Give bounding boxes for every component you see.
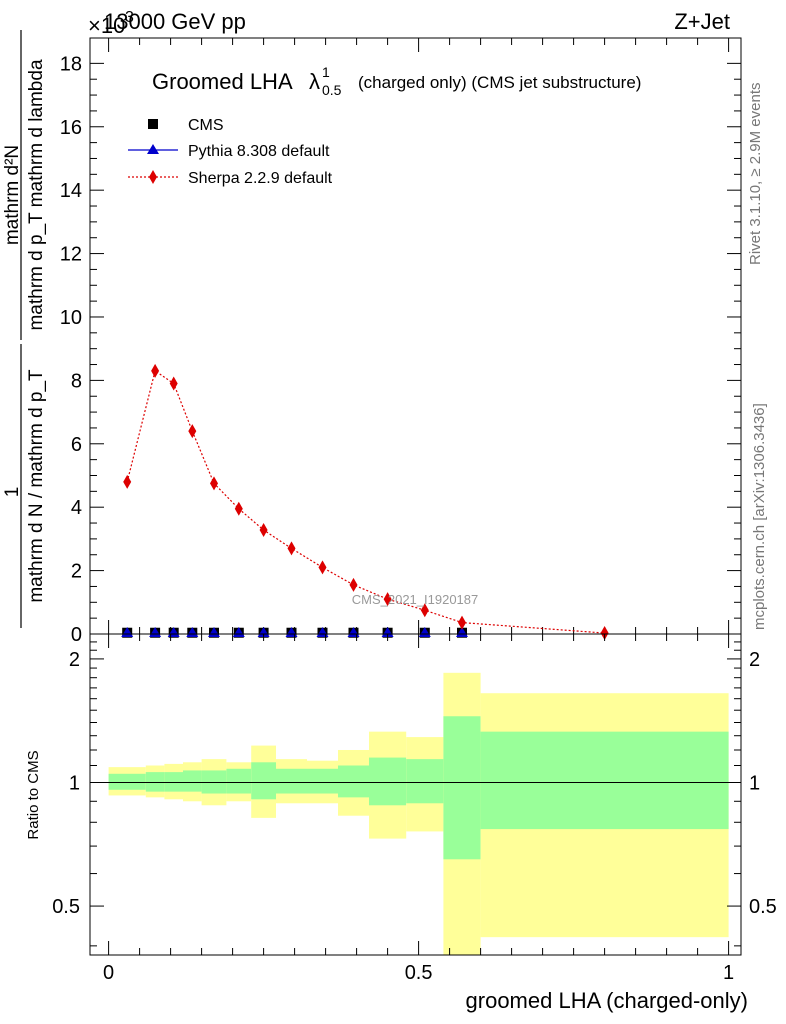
rivet-label: Rivet 3.1.10, ≥ 2.9M events <box>747 83 764 266</box>
x-tick-labels: 0 0.5 1 <box>103 962 734 984</box>
ratio-tick-labels: 0.5 0.5 1 1 2 2 <box>52 649 777 918</box>
title-suffix: (charged only) (CMS jet substructure) <box>358 73 641 92</box>
analysis-watermark: CMS_2021_I1920187 <box>352 592 479 607</box>
legend-marker-pythia <box>147 144 159 154</box>
pythia-point <box>121 627 134 638</box>
legend-label-sherpa: Sherpa 2.2.9 default <box>188 170 333 187</box>
main-y-tick-label: 18 <box>60 53 82 75</box>
main-y-tick-labels: 0 2 4 6 8 10 12 14 16 18 <box>60 53 82 646</box>
pythia-point <box>456 627 468 638</box>
ratio-frame <box>89 633 742 956</box>
pythia-point <box>418 627 431 638</box>
main-y-tick-label: 8 <box>71 370 82 392</box>
chart-title: Groomed LHA λ 1 0.5 (charged only) (CMS … <box>152 64 641 98</box>
pythia-point <box>208 627 220 638</box>
sherpa-point <box>151 363 160 378</box>
header-exponent: 3 <box>125 9 134 26</box>
main-y-tick-label: 14 <box>60 180 82 202</box>
ratio-band-green <box>251 762 276 800</box>
ratio-y-tick-label: 2 <box>69 649 80 671</box>
main-y-tick-label: 2 <box>71 561 82 583</box>
ratio-band-green <box>443 716 481 860</box>
ratio-bands <box>108 672 729 955</box>
sherpa-point <box>349 577 358 592</box>
ratio-band-green <box>226 768 252 794</box>
pythia-point <box>186 627 199 638</box>
ratio-y-tick-label: 0.5 <box>52 896 80 918</box>
sherpa-point <box>259 523 268 538</box>
main-y-tick-label: 16 <box>60 117 82 139</box>
legend-marker-cms <box>148 119 158 129</box>
ratio-y-tick-label: 1 <box>69 772 80 794</box>
header-exponent-base: ×10 <box>88 13 125 38</box>
ratio-ticks <box>90 634 741 955</box>
ratio-y-tick-label-right: 1 <box>749 772 760 794</box>
title-symbol: λ <box>309 69 320 94</box>
main-y-tick-label: 10 <box>60 307 82 329</box>
legend-label-pythia: Pythia 8.308 default <box>188 143 330 160</box>
x-tick-label: 0.5 <box>405 962 433 984</box>
main-series <box>121 363 609 641</box>
sherpa-point <box>188 424 197 439</box>
ratio-y-tick-label-right: 2 <box>749 649 760 671</box>
sherpa-point <box>458 615 466 630</box>
sherpa-line <box>126 369 605 634</box>
legend-label-cms: CMS <box>188 117 224 134</box>
ratio-band-green <box>276 768 307 794</box>
ratio-band-green <box>406 759 444 804</box>
legend: CMS Pythia 8.308 default Sherpa 2.2.9 de… <box>128 117 333 187</box>
legend-marker-sherpa <box>149 170 157 184</box>
main-y-tick-label: 0 <box>71 624 82 646</box>
ylabel-prefactor-numerator: 1 <box>2 487 23 498</box>
ratio-band-green <box>164 772 183 792</box>
title-sup: 1 <box>322 64 330 80</box>
ratio-y-tick-label-right: 0.5 <box>749 896 777 918</box>
ratio-band-green <box>183 770 202 792</box>
main-y-tick-label: 12 <box>60 244 82 266</box>
header-energy: 13000 GeV pp <box>104 9 246 34</box>
sherpa-point <box>287 541 296 556</box>
pythia-point <box>381 627 394 638</box>
sherpa-point <box>383 592 392 607</box>
ratio-band-green <box>201 770 227 794</box>
ratio-band-green <box>145 772 165 792</box>
x-tick-label: 1 <box>723 962 734 984</box>
ratio-band-green <box>480 731 729 830</box>
ratio-panel: 0.5 0.51 12 2 0 0.5 1 Ratio to CMS groomed LH… <box>25 633 777 1013</box>
main-y-tick-label: 6 <box>71 434 82 456</box>
pythia-point <box>149 627 162 638</box>
sherpa-point <box>600 626 609 641</box>
header-process: Z+Jet <box>674 9 730 34</box>
mcplots-label: mcplots.cern.ch [arXiv:1306.3436] <box>751 403 768 630</box>
sherpa-point <box>318 560 327 575</box>
x-axis-label: groomed LHA (charged-only) <box>466 988 748 1013</box>
ratio-band-green <box>369 757 407 806</box>
sherpa-point <box>169 376 178 391</box>
sherpa-point <box>210 476 218 491</box>
ylabel-denominator: mathrm d p_T mathrm d lambda <box>26 59 47 330</box>
sherpa-point <box>420 603 429 618</box>
main-y-tick-label: 4 <box>71 497 82 519</box>
ylabel-prefactor-denominator: mathrm d N / mathrm d p_T <box>26 369 47 603</box>
main-panel: 0 2 4 6 8 10 12 14 16 18 Groomed LHA λ 1 0.5 (cha… <box>60 37 742 646</box>
sherpa-point <box>123 474 132 489</box>
x-tick-label: 0 <box>103 962 114 984</box>
title-sub: 0.5 <box>322 82 342 98</box>
main-y-axis-label: 1 mathrm d N / mathrm d p_T mathrm d²N m… <box>2 30 47 628</box>
pythia-point <box>232 627 245 638</box>
title-text: Groomed LHA <box>152 69 293 94</box>
pythia-point <box>257 627 270 638</box>
ratio-y-axis-label: Ratio to CMS <box>25 750 42 839</box>
ylabel-numerator: mathrm d²N <box>2 145 23 245</box>
sherpa-point <box>234 501 243 516</box>
ratio-band-green <box>108 773 146 790</box>
ratio-band-green <box>307 768 338 794</box>
ratio-band-green <box>338 765 369 798</box>
